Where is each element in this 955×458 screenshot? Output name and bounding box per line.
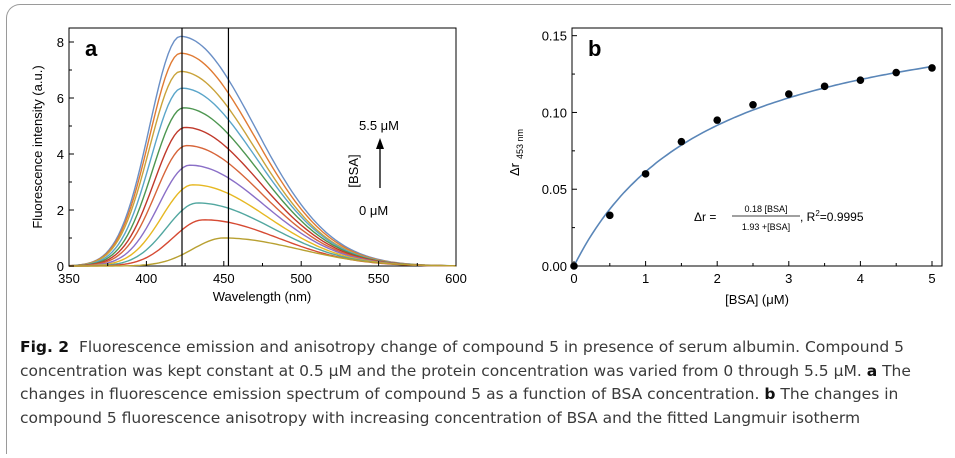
annotation-bsa-label: [BSA]: [346, 154, 361, 187]
caption-title: Fluorescence emission and anisotropy cha…: [20, 338, 905, 380]
spectrum-line-5: [68, 126, 456, 267]
y-tick-label: 6: [57, 91, 64, 106]
panel-label-b: b: [588, 36, 601, 61]
caption-figure-label: Fig. 2: [20, 338, 70, 356]
data-point: [713, 116, 721, 124]
y-tick-label: 0.00: [542, 259, 567, 274]
data-point: [677, 137, 686, 146]
data-point: [820, 82, 829, 91]
x-tick-group: 0 1 2 3 4 5: [570, 261, 936, 286]
y-axis-label-subscript: 453 nm: [515, 129, 525, 159]
y-tick-label: 2: [57, 203, 64, 218]
caption-part-b-label: b: [764, 385, 776, 403]
data-point: [785, 90, 793, 98]
annotation-bottom-concentration: 0 μM: [359, 203, 388, 218]
caption-part-a-label: a: [866, 361, 878, 380]
y-axis-label-a: Fluorescence intensity (a.u.): [30, 65, 45, 228]
x-axis-label-b: [BSA] (μM): [725, 292, 789, 307]
equation: Δr = 0.18 [BSA] 1.93 +[BSA] , R2=0.9995: [694, 204, 864, 232]
x-tick-label: 500: [290, 271, 312, 286]
annotation-top-concentration: 5.5 μM: [359, 118, 399, 133]
reference-lines: [181, 28, 230, 266]
spectrum-line-6: [69, 144, 456, 267]
fit-curve-group: [573, 65, 933, 267]
panel-label-a: a: [85, 36, 98, 61]
equation-r2-superscript: 2: [815, 209, 820, 218]
plot-frame-b: [571, 27, 943, 267]
x-axis-label-a: Wavelength (nm): [213, 289, 312, 304]
spectra-series-group: [68, 35, 457, 267]
data-point: [892, 68, 900, 77]
x-tick-label: 350: [58, 271, 80, 286]
x-tick-label: 3: [785, 271, 792, 286]
y-tick-label: 0: [57, 259, 64, 274]
chart-b: 0 1 2 3 4 5 0.00 0.05 0.10 0.15 b [BSA] (μM) Δr 4…: [507, 27, 943, 307]
x-tick-group: 350 400 450 500 550 600: [58, 261, 467, 286]
equation-r2: , R2=0.9995: [800, 209, 864, 224]
x-tick-label: 1: [642, 271, 649, 286]
y-tick-label: 8: [57, 35, 64, 50]
x-tick-label: 0: [570, 271, 577, 286]
y-tick-label: 0.15: [542, 29, 567, 44]
x-tick-label: 4: [857, 271, 864, 286]
x-tick-label: 5: [928, 271, 935, 286]
y-axis-label-main: Δr: [507, 162, 522, 176]
figure-frame: [6, 4, 951, 454]
data-point: [641, 170, 650, 178]
y-axis-label-b: Δr 453 nm: [507, 129, 525, 176]
caption-part-b-text: The changes in compound 5 fluorescence a…: [20, 385, 899, 427]
spectrum-line-11: [69, 237, 456, 267]
data-point: [856, 76, 865, 85]
y-tick-group: 0.00 0.05 0.10 0.15: [542, 29, 577, 274]
x-tick-label: 400: [136, 271, 158, 286]
caption-part-a-text: The changes in fluorescence emission spe…: [20, 361, 911, 404]
equation-r2-label: , R: [800, 210, 816, 224]
figure-caption: Fig. 2 Fluorescence emission and anisotr…: [20, 336, 940, 430]
x-tick-label: 450: [213, 271, 235, 286]
data-point: [606, 211, 614, 220]
equation-lhs: Δr =: [694, 210, 716, 224]
data-point: [749, 100, 757, 109]
x-tick-label: 600: [445, 271, 467, 286]
y-tick-label: 0.05: [542, 182, 567, 197]
data-point: [928, 64, 936, 72]
y-tick-label: 0.10: [542, 105, 567, 120]
increase-arrow-head: [376, 138, 384, 149]
y-tick-group: 0 2 4 6 8: [57, 35, 74, 274]
y-tick-label: 4: [57, 147, 64, 162]
equation-numerator: 0.18 [BSA]: [744, 204, 787, 214]
x-tick-label: 550: [368, 271, 390, 286]
chart-a: 350 400 450 500 550 600 0 2 4 6 8 a Wavelength (n…: [30, 27, 467, 304]
equation-denominator: 1.93 +[BSA]: [742, 222, 790, 232]
x-tick-label: 2: [714, 271, 721, 286]
fit-curve: [573, 65, 933, 267]
equation-r2-value: =0.9995: [820, 210, 864, 224]
scatter-points-group: [570, 64, 936, 270]
